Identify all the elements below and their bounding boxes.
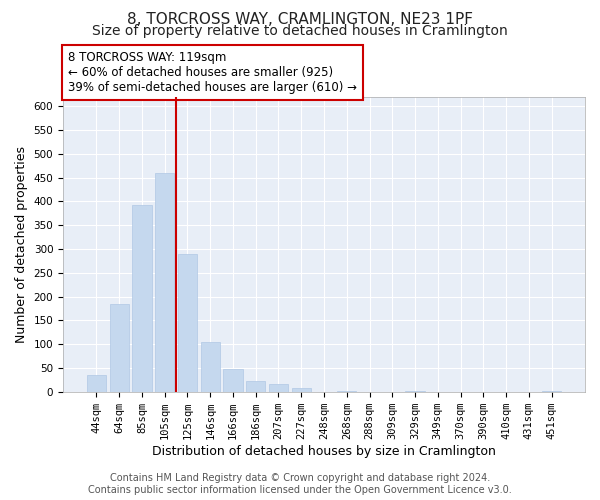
Bar bbox=[132, 205, 152, 392]
Bar bbox=[110, 304, 129, 392]
Bar bbox=[178, 254, 197, 392]
Bar bbox=[292, 388, 311, 392]
Text: 8 TORCROSS WAY: 119sqm
← 60% of detached houses are smaller (925)
39% of semi-de: 8 TORCROSS WAY: 119sqm ← 60% of detached… bbox=[68, 51, 357, 94]
Text: 8, TORCROSS WAY, CRAMLINGTON, NE23 1PF: 8, TORCROSS WAY, CRAMLINGTON, NE23 1PF bbox=[127, 12, 473, 28]
Bar bbox=[337, 391, 356, 392]
Bar bbox=[269, 384, 288, 392]
Y-axis label: Number of detached properties: Number of detached properties bbox=[15, 146, 28, 343]
Bar bbox=[200, 342, 220, 392]
X-axis label: Distribution of detached houses by size in Cramlington: Distribution of detached houses by size … bbox=[152, 444, 496, 458]
Bar bbox=[223, 369, 242, 392]
Bar bbox=[87, 375, 106, 392]
Text: Size of property relative to detached houses in Cramlington: Size of property relative to detached ho… bbox=[92, 24, 508, 38]
Text: Contains HM Land Registry data © Crown copyright and database right 2024.
Contai: Contains HM Land Registry data © Crown c… bbox=[88, 474, 512, 495]
Bar bbox=[155, 173, 175, 392]
Bar bbox=[246, 382, 265, 392]
